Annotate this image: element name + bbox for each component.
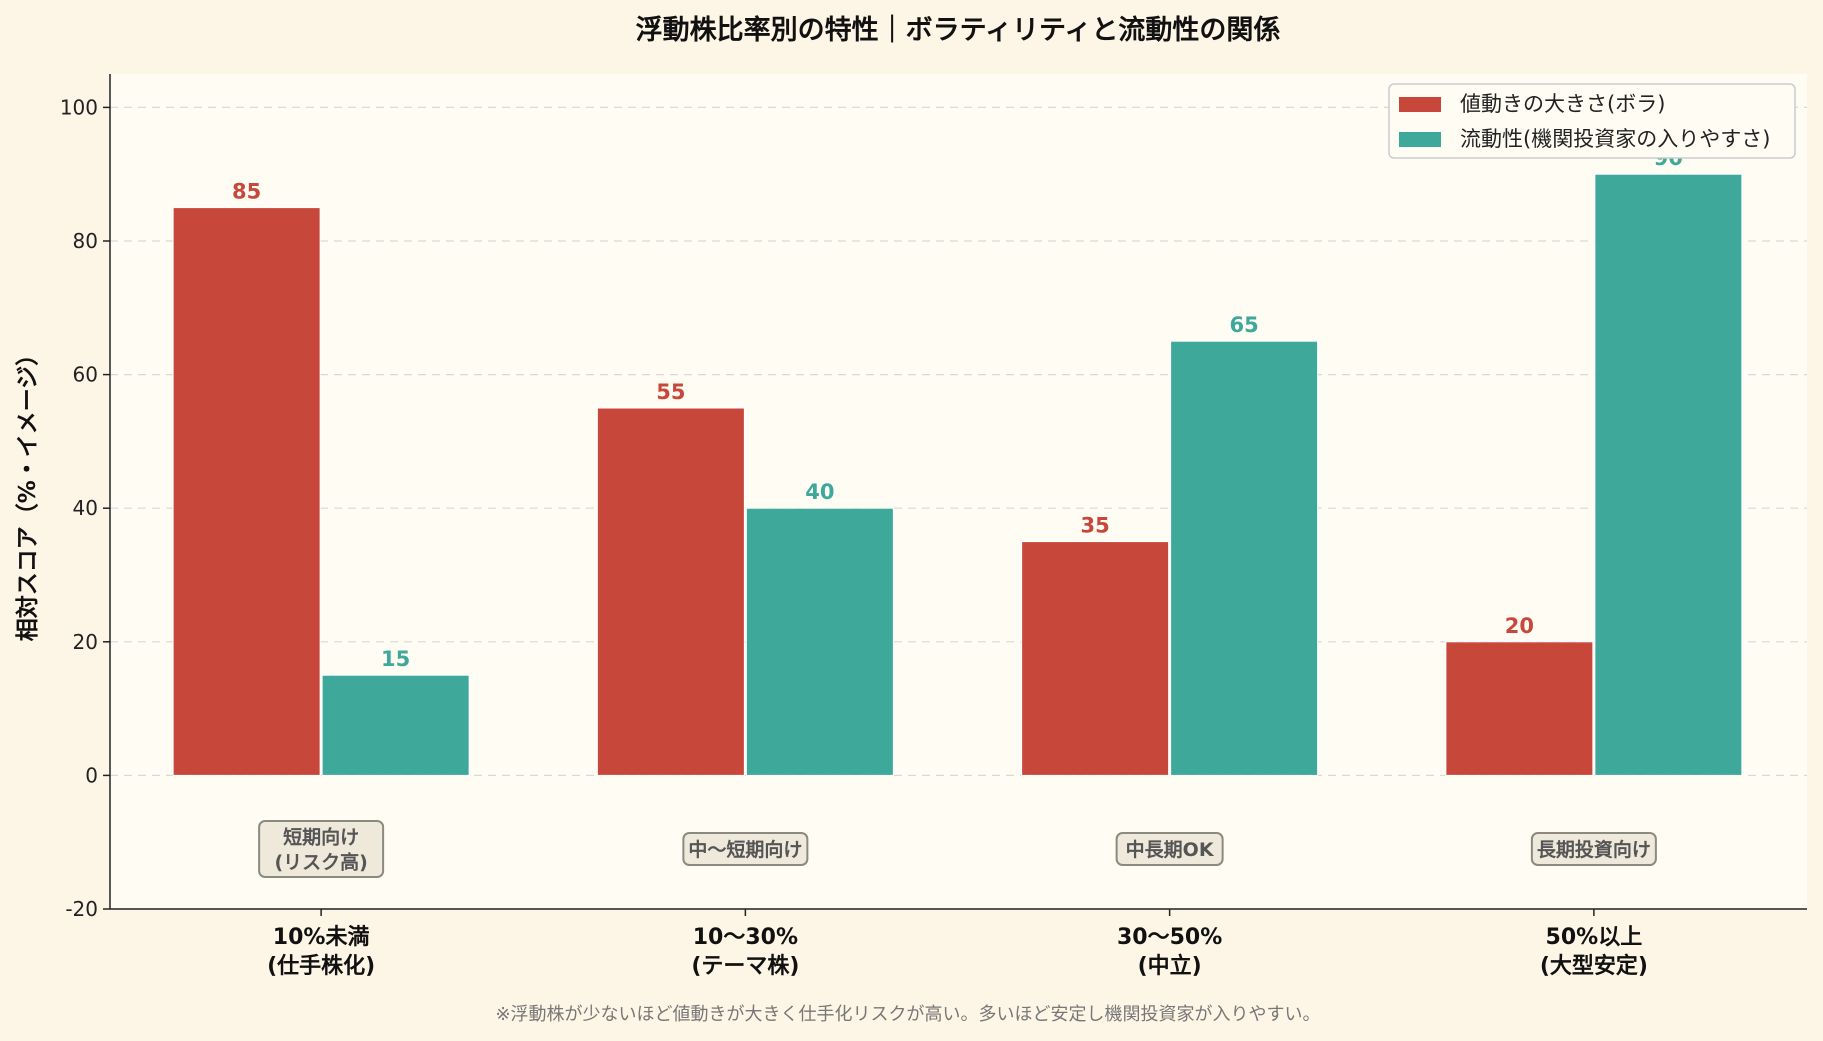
annotation-label: 中〜短期向け <box>688 838 802 861</box>
bar <box>321 674 470 776</box>
x-tick-label: 10%未満 <box>273 924 370 950</box>
y-tick-label: 100 <box>60 95 98 119</box>
y-tick-label: 40 <box>73 496 98 520</box>
bars <box>172 173 1743 776</box>
data-label: 40 <box>805 480 834 504</box>
annotations: 短期向け(リスク高) 中〜短期向け 中長期OK 長期投資向け <box>258 820 1657 878</box>
bar <box>1170 340 1319 776</box>
x-tick-label: 30〜50% <box>1117 925 1222 950</box>
data-label: 35 <box>1081 514 1110 538</box>
bar <box>1021 541 1170 776</box>
annotation-box <box>258 820 385 878</box>
bar <box>596 407 745 776</box>
annotation-label: 短期向け <box>283 826 359 849</box>
annotation-box <box>1115 832 1224 866</box>
x-tick-label: (中立) <box>1138 953 1202 979</box>
bar <box>1594 173 1743 776</box>
annotation-box <box>682 832 809 866</box>
bar <box>745 507 894 776</box>
footnote: ※浮動株が少ないほど値動きが大きく仕手化リスクが高い。多いほど安定し機関投資家が… <box>495 1004 1320 1025</box>
y-tick-label: 20 <box>73 630 98 654</box>
x-tick-label: (仕手株化) <box>267 953 375 979</box>
y-tick-label: 80 <box>73 229 98 253</box>
y-tick-label: 0 <box>85 763 98 787</box>
legend-swatch <box>1399 97 1441 112</box>
legend-box <box>1388 83 1796 159</box>
bar <box>172 207 321 776</box>
data-label: 55 <box>656 380 685 404</box>
y-axis-label: 相対スコア（%・イメージ） <box>14 343 41 642</box>
data-label: 85 <box>232 180 261 204</box>
x-tick-label: 10〜30% <box>693 925 798 950</box>
y-tick-label: 60 <box>73 363 98 387</box>
data-label: 65 <box>1230 313 1259 337</box>
bar <box>1445 641 1594 776</box>
annotation-label: (リスク高) <box>274 851 367 874</box>
data-label: 15 <box>381 647 410 671</box>
x-tick-label: 50%以上 <box>1546 925 1643 950</box>
legend: 値動きの大きさ(ボラ) 流動性(機関投資家の入りやすさ) <box>1388 83 1796 159</box>
annotation-label: 長期投資向け <box>1537 838 1651 861</box>
y-ticks: -20 0 20 40 60 80 100 <box>60 95 110 921</box>
legend-label: 値動きの大きさ(ボラ) <box>1460 92 1665 116</box>
y-tick-label: -20 <box>65 897 98 921</box>
legend-swatch <box>1399 132 1441 147</box>
x-tick-label: (テーマ株) <box>691 954 799 979</box>
legend-label: 流動性(機関投資家の入りやすさ) <box>1460 127 1770 151</box>
chart-title: 浮動株比率別の特性｜ボラティリティと流動性の関係 <box>636 14 1281 46</box>
x-ticks: 10%未満 (仕手株化) 10〜30% (テーマ株) 30〜50% (中立) 50%以上 (大… <box>267 909 1648 979</box>
annotation-box <box>1530 832 1657 866</box>
plot-area <box>110 74 1807 909</box>
annotation-label: 中長期OK <box>1126 838 1215 861</box>
x-tick-label: (大型安定) <box>1540 953 1648 979</box>
data-label: 20 <box>1505 614 1534 638</box>
